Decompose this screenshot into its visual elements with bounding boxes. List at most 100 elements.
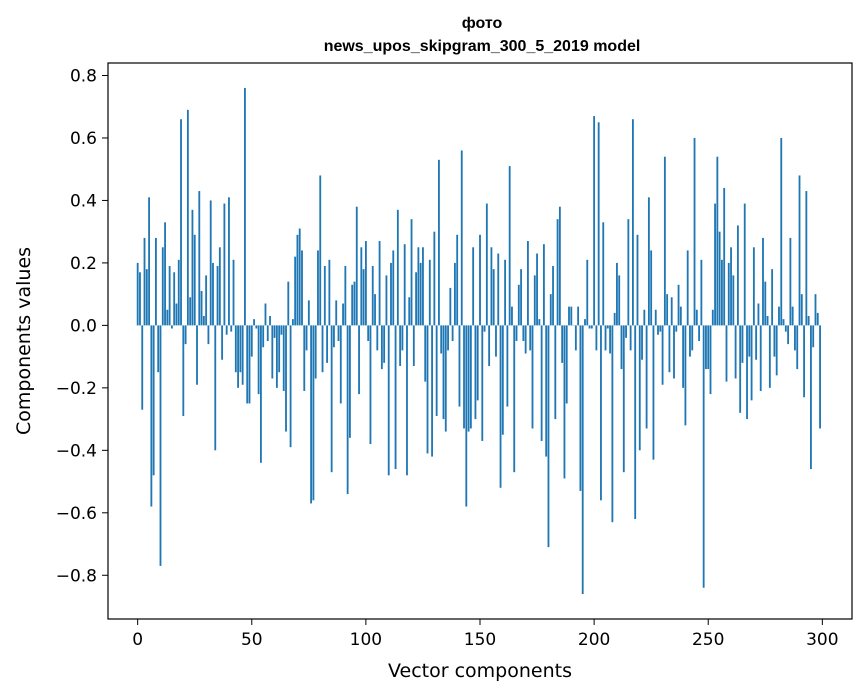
bar — [741, 325, 744, 363]
bar — [145, 269, 148, 326]
bar — [574, 325, 577, 351]
bar — [718, 231, 721, 326]
bar — [152, 325, 155, 476]
bar — [216, 266, 219, 326]
bar — [287, 281, 290, 326]
bar — [714, 203, 716, 326]
y-tick-label: 0.6 — [70, 129, 97, 149]
bar — [481, 325, 484, 441]
y-axis-ticks: −0.8 −0.6 −0.4 −0.2 0.0 0.2 0.4 0.6 0.8 — [56, 66, 108, 586]
y-tick-label: 0.2 — [70, 254, 97, 274]
bar — [657, 325, 659, 335]
bar — [465, 325, 468, 507]
bar — [730, 247, 732, 326]
bar — [600, 325, 602, 501]
bar — [636, 234, 639, 326]
bar — [479, 234, 481, 326]
bar — [431, 325, 433, 457]
bar — [611, 325, 614, 523]
x-axis-ticks: 0 50 100 150 200 250 300 — [132, 619, 839, 650]
bar — [161, 247, 164, 326]
bar — [317, 250, 319, 326]
bar — [495, 325, 497, 357]
bar — [734, 325, 737, 379]
bar — [367, 325, 370, 341]
bar — [780, 137, 783, 326]
bar — [184, 325, 187, 345]
bar — [757, 303, 760, 326]
bar — [705, 325, 707, 370]
bar — [449, 287, 452, 326]
bar — [237, 325, 239, 388]
bar — [723, 187, 726, 326]
bar — [814, 294, 817, 326]
bar — [707, 325, 710, 370]
y-tick-label: −0.8 — [56, 566, 97, 586]
bar — [310, 325, 313, 504]
bar — [773, 325, 776, 357]
bar — [547, 325, 550, 548]
bar — [762, 237, 764, 326]
bar — [663, 156, 666, 326]
bar — [625, 325, 627, 338]
y-tick-label: 0.8 — [70, 66, 97, 86]
bar — [595, 325, 598, 351]
bar — [584, 319, 586, 326]
bar — [337, 325, 340, 341]
bar — [579, 325, 582, 491]
bar — [353, 281, 356, 326]
bar — [716, 156, 719, 326]
bar — [262, 325, 265, 348]
bar — [408, 297, 411, 326]
bar — [531, 325, 534, 429]
bar — [191, 209, 194, 326]
bar — [604, 325, 607, 351]
bar — [438, 159, 440, 326]
bar — [629, 325, 632, 351]
bar — [529, 325, 532, 351]
chart-title: фото — [462, 15, 503, 32]
bar — [501, 325, 504, 435]
bar — [285, 325, 287, 432]
chart-subtitle: news_upos_skipgram_300_5_2019 model — [324, 38, 641, 55]
bar — [148, 197, 150, 326]
bar — [789, 237, 792, 326]
bar — [428, 259, 431, 326]
bar — [766, 316, 769, 326]
bar — [632, 119, 634, 326]
bar — [771, 269, 774, 326]
bar — [778, 306, 780, 326]
bar — [225, 325, 228, 335]
bar — [568, 306, 570, 326]
bar — [280, 325, 283, 335]
y-tick-label: 0.0 — [70, 316, 97, 336]
bar — [394, 325, 397, 470]
bar — [250, 325, 253, 357]
bar — [202, 316, 205, 326]
x-tick-label: 300 — [806, 630, 838, 650]
bar — [743, 203, 746, 326]
bar — [508, 166, 511, 326]
bar — [606, 325, 609, 329]
bar — [298, 228, 301, 326]
bar — [328, 259, 331, 326]
bar — [333, 325, 335, 348]
bar — [351, 284, 354, 326]
bar — [590, 325, 593, 329]
bar — [234, 325, 237, 373]
bar — [319, 175, 322, 326]
bar — [581, 325, 584, 595]
bar — [312, 325, 315, 501]
bar — [695, 309, 698, 326]
bar — [260, 325, 262, 463]
bar — [444, 325, 447, 432]
x-tick-label: 0 — [132, 630, 143, 650]
bar — [645, 325, 648, 429]
bar — [221, 325, 224, 360]
bar — [577, 306, 580, 326]
bar — [378, 241, 381, 326]
bar — [768, 325, 771, 388]
y-tick-label: −0.4 — [56, 441, 97, 461]
y-tick-label: −0.2 — [56, 379, 97, 399]
bar — [725, 325, 728, 382]
